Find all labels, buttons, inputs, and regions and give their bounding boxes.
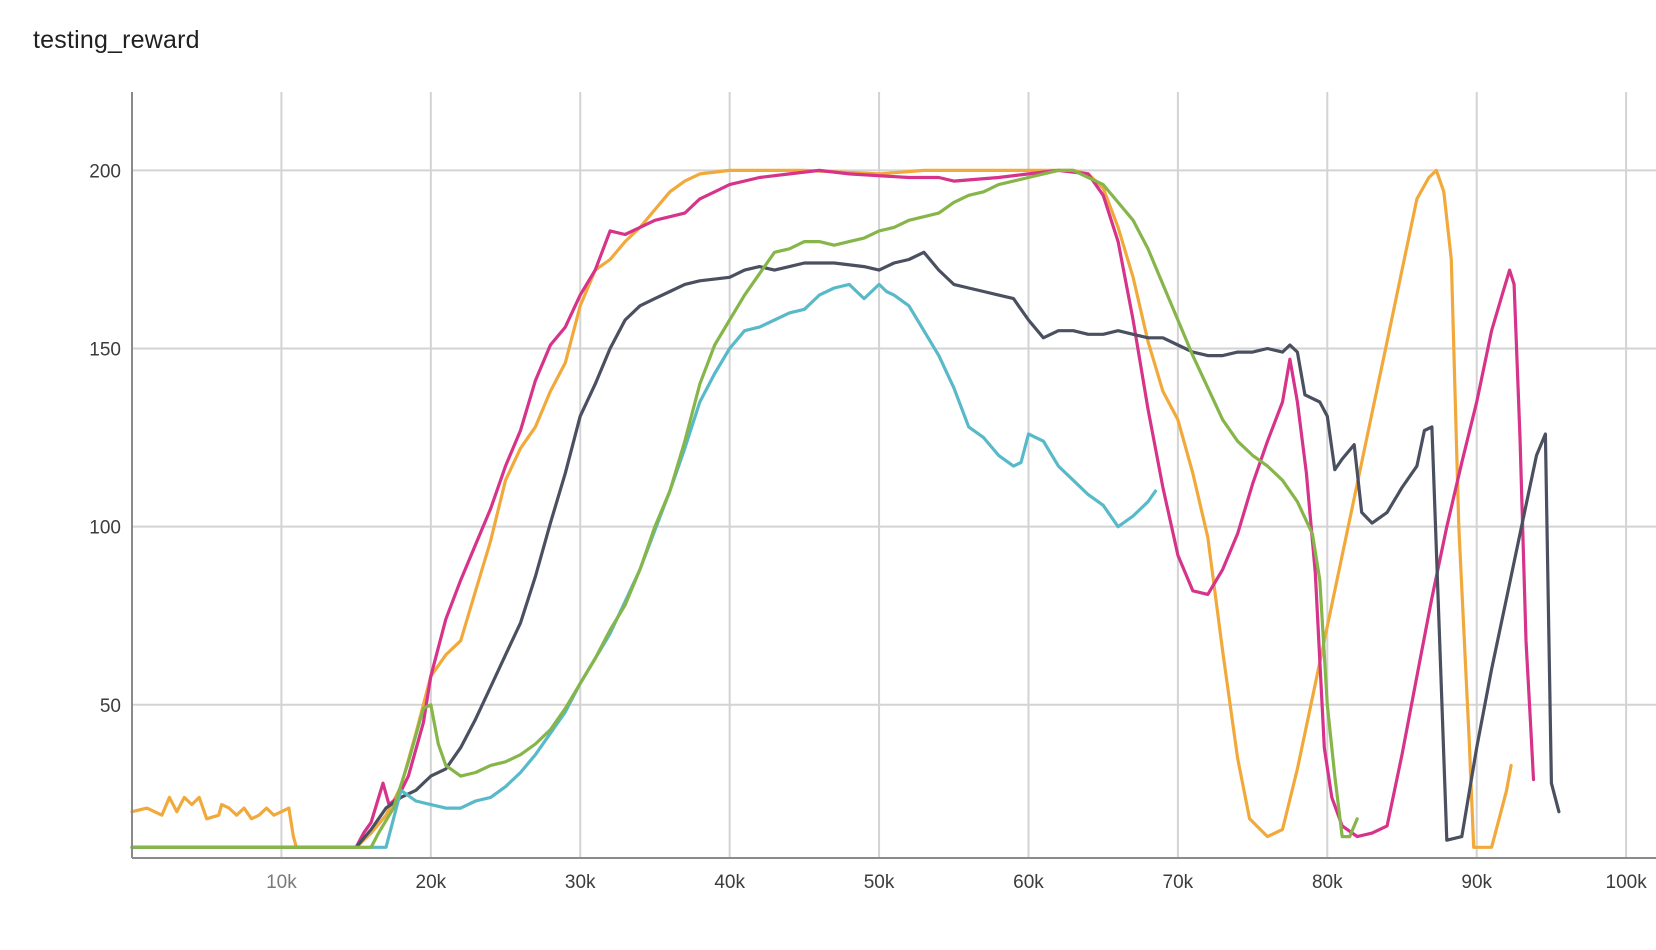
x-tick-label: 60k	[1013, 872, 1044, 893]
y-tick-label: 50	[100, 696, 121, 717]
x-tick-label: 70k	[1163, 872, 1194, 893]
series-line-4	[130, 282, 1158, 849]
x-tick-label: 100k	[1606, 872, 1648, 893]
x-tick-label: 80k	[1312, 872, 1343, 893]
y-tick-label: 100	[89, 518, 121, 539]
y-tick-labels: 50 100 150 200	[89, 161, 121, 716]
chart-title: testing_reward	[33, 26, 200, 54]
y-tick-label: 150	[89, 340, 121, 361]
x-tick-labels: 10k 20k 30k 40k 50k 60k 70k 80k 90k 100k	[266, 872, 1647, 893]
series-line-1	[130, 168, 1513, 849]
y-tick-label: 200	[89, 161, 121, 182]
series-line-5	[130, 168, 1359, 849]
x-grid-lines	[280, 92, 1628, 858]
y-grid-lines	[132, 169, 1656, 706]
x-tick-label: 30k	[565, 872, 596, 893]
series-layer	[130, 168, 1561, 849]
x-tick-label: 90k	[1461, 872, 1492, 893]
x-tick-label: 10k	[266, 872, 297, 893]
series-line-3	[130, 250, 1561, 849]
x-tick-label: 50k	[864, 872, 895, 893]
series-line-2	[130, 168, 1536, 849]
x-tick-label: 20k	[416, 872, 447, 893]
x-tick-label: 40k	[714, 872, 745, 893]
